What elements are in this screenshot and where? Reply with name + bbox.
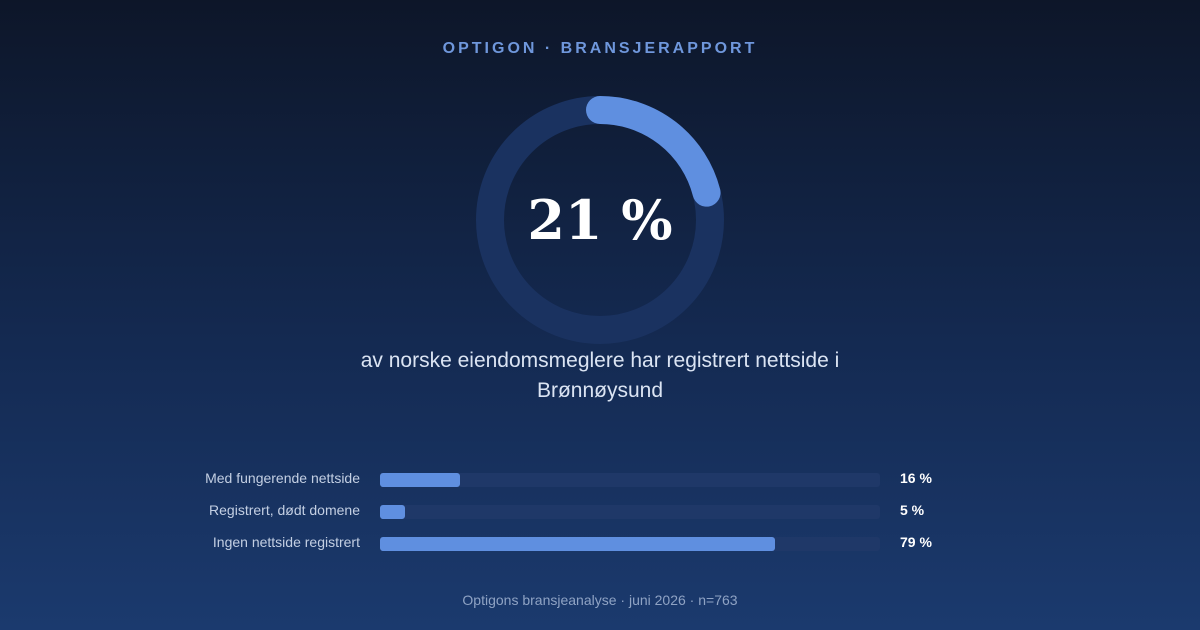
bar-value: 16 %	[900, 470, 932, 486]
bar-value: 79 %	[900, 534, 932, 550]
bar-value: 5 %	[900, 502, 925, 518]
bar-label: Med fungerende nettside	[205, 470, 360, 486]
bar-fill	[380, 473, 460, 487]
bar-row: Ingen nettside registrert 79 %	[0, 532, 1200, 554]
donut-arc	[586, 96, 721, 207]
bar-track	[380, 537, 880, 551]
bar-label: Registrert, dødt domene	[209, 502, 360, 518]
bar-row: Med fungerende nettside 16 %	[0, 468, 1200, 490]
bar-fill	[380, 505, 405, 519]
footer-source: Optigons bransjeanalyse · juni 2026 · n=…	[462, 592, 738, 608]
bar-track	[380, 473, 880, 487]
headline: av norske eiendomsmeglere har registrert…	[360, 349, 840, 402]
donut-chart: 21 %	[475, 95, 725, 345]
bar-fill	[380, 537, 775, 551]
donut-value-label: 21 %	[527, 188, 673, 252]
bar-track	[380, 505, 880, 519]
bar-label: Ingen nettside registrert	[212, 534, 360, 550]
bar-row: Registrert, dødt domene 5 %	[0, 500, 1200, 522]
donut-svg	[476, 96, 724, 344]
report-kicker: OPTIGON · BRANSJERAPPORT	[442, 40, 758, 57]
